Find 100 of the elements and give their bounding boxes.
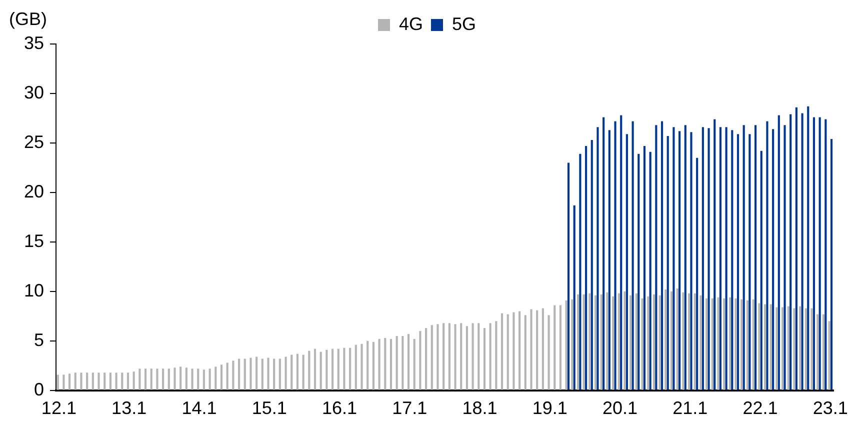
bar (734, 298, 737, 390)
bar (430, 325, 433, 390)
bar (290, 354, 293, 390)
x-tick-label: 15.1 (252, 398, 287, 418)
bar (594, 295, 597, 390)
bar (174, 368, 176, 390)
bar (588, 293, 591, 390)
bar (144, 368, 147, 390)
bar (770, 304, 772, 390)
bar (717, 297, 720, 390)
bar (760, 150, 762, 390)
bar (284, 356, 287, 390)
bar (626, 134, 628, 390)
bar (419, 331, 422, 390)
bar (731, 130, 734, 390)
bar (584, 146, 588, 390)
bar (567, 162, 570, 390)
bar (331, 348, 334, 390)
bar (518, 311, 521, 390)
bar (250, 358, 252, 390)
bar (728, 297, 731, 390)
bar (302, 354, 304, 390)
bar (232, 360, 234, 390)
bar (790, 114, 792, 390)
x-tick-label: 13.1 (112, 398, 147, 418)
bar (197, 368, 200, 390)
bar (208, 368, 211, 390)
y-tick-label: 5 (34, 330, 44, 350)
bar (62, 374, 65, 390)
bar (413, 338, 416, 390)
bar (641, 298, 644, 390)
bar (787, 306, 790, 390)
x-tick-label: 22.1 (742, 398, 778, 418)
bar (256, 356, 258, 390)
bar (682, 292, 684, 390)
bar (542, 308, 544, 390)
bar (442, 323, 445, 390)
y-tick-label: 15 (24, 230, 44, 251)
bar (748, 134, 751, 390)
bar (804, 308, 807, 390)
bar (658, 295, 661, 390)
bar (647, 296, 650, 390)
bar (185, 368, 188, 390)
bar (660, 121, 664, 390)
bar (635, 293, 638, 390)
bar (758, 303, 760, 390)
bar (746, 300, 749, 390)
bar (314, 348, 316, 390)
bar (684, 125, 686, 390)
bar (655, 125, 658, 390)
bar (109, 372, 112, 390)
bar (608, 130, 610, 390)
bar (676, 288, 678, 390)
y-tick-label: 0 (34, 379, 44, 400)
bar (620, 115, 622, 390)
bar (742, 125, 745, 390)
bar (600, 294, 602, 390)
x-tick-label: 17.1 (392, 398, 428, 418)
bar (830, 139, 833, 390)
bar (115, 372, 118, 390)
bar (126, 372, 130, 390)
bar (664, 289, 667, 390)
legend-label: 5G (452, 14, 476, 34)
bar (360, 344, 363, 390)
y-tick-label: 25 (24, 132, 44, 152)
bar (500, 313, 504, 390)
bar (812, 117, 816, 390)
bar (121, 372, 124, 390)
bar (372, 342, 374, 390)
bar (92, 372, 94, 390)
bar (483, 328, 486, 390)
bar (776, 307, 778, 390)
bar (725, 127, 728, 390)
bar (649, 152, 652, 390)
bar (690, 132, 692, 390)
bar (766, 121, 768, 390)
bar (202, 370, 205, 390)
bar (723, 298, 726, 390)
bar (150, 368, 152, 390)
bar (407, 334, 410, 390)
bar (590, 140, 593, 390)
bar (772, 129, 774, 390)
bar (220, 364, 223, 390)
bar (740, 299, 743, 390)
bar (799, 306, 802, 390)
x-tick-label: 19.1 (532, 398, 568, 418)
bar (320, 352, 322, 390)
bar (643, 146, 646, 390)
bar (614, 121, 616, 390)
bar (104, 372, 106, 390)
y-tick-label: 35 (24, 32, 44, 53)
bar (678, 131, 681, 390)
bar (559, 305, 562, 390)
bar (343, 348, 346, 390)
bar (337, 348, 340, 390)
x-tick-label: 21.1 (672, 398, 708, 418)
bar (711, 298, 714, 390)
bar (719, 127, 722, 390)
bar (80, 372, 82, 390)
bar (56, 374, 59, 390)
